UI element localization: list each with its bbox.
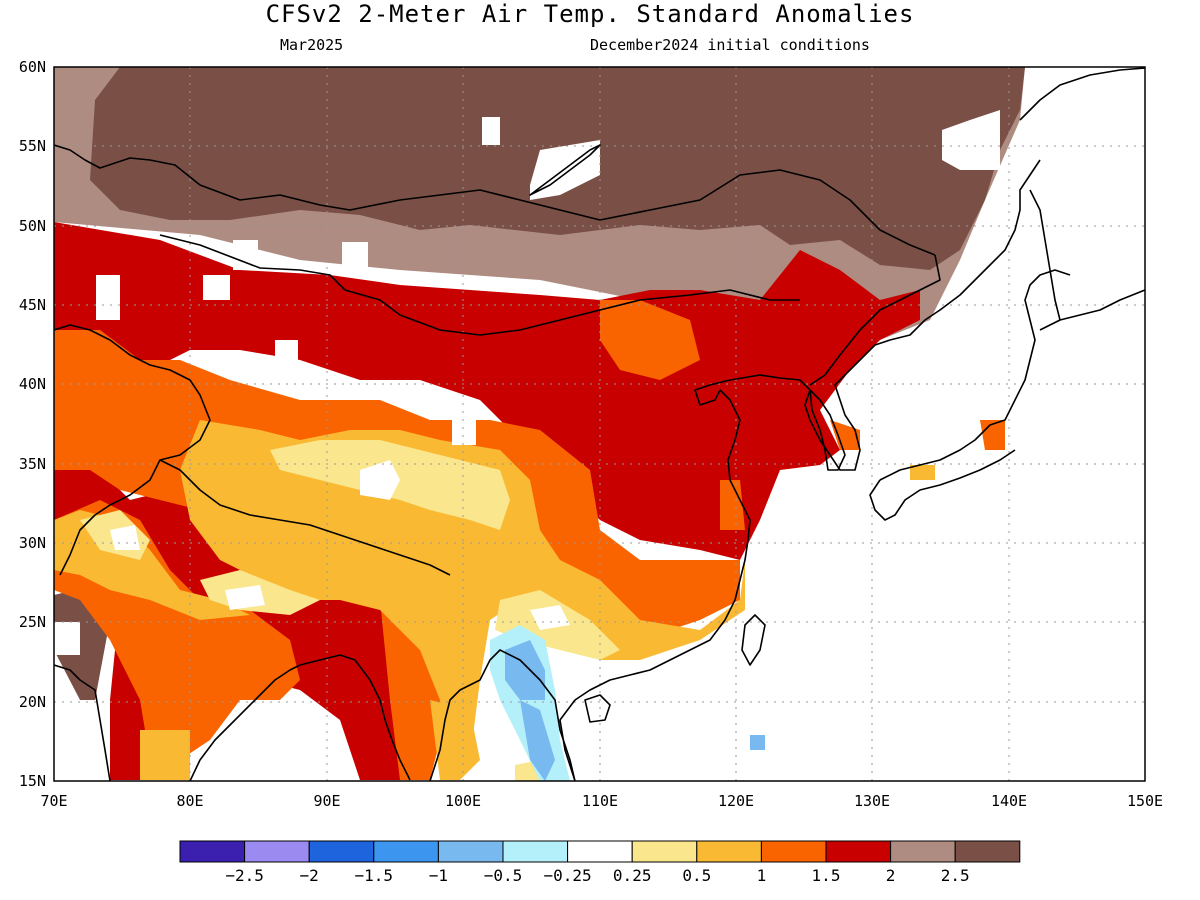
colorbar-swatch	[825, 840, 892, 863]
colorbar-swatch	[890, 840, 956, 863]
lon-label: 130E	[853, 792, 891, 810]
colorbar-label: −0.5	[483, 866, 523, 885]
colorbar-label: 0.25	[612, 866, 652, 885]
lon-label: 90E	[313, 792, 341, 810]
colorbar-label: 1	[756, 866, 767, 885]
colorbar-label: −1	[428, 866, 449, 885]
lon-label: 140E	[990, 792, 1028, 810]
colorbar-swatch	[437, 840, 504, 863]
colorbar-label: 1.5	[811, 866, 841, 885]
lat-label: 50N	[18, 217, 46, 235]
map-title: CFSv2 2-Meter Air Temp. Standard Anomali…	[265, 0, 915, 28]
lat-label: 35N	[18, 455, 46, 473]
colorbar-swatch	[179, 840, 246, 863]
lon-label: 120E	[717, 792, 755, 810]
lon-label: 80E	[176, 792, 204, 810]
initial-conditions: December2024 initial conditions	[590, 36, 870, 54]
colorbar-label: −1.5	[354, 866, 394, 885]
colorbar-swatch	[760, 840, 827, 863]
anomaly-region-05	[180, 420, 745, 780]
colorbar-swatch	[373, 840, 439, 863]
colorbar-swatch	[244, 840, 310, 863]
lat-label: 40N	[18, 375, 46, 393]
lon-label: 110E	[581, 792, 619, 810]
lat-label: 25N	[18, 613, 46, 631]
colorbar-swatch	[308, 840, 375, 863]
colorbar-label: −2	[299, 866, 319, 885]
colorbar-swatch	[696, 840, 762, 863]
colorbar-swatch	[502, 840, 569, 863]
lat-label: 55N	[18, 137, 46, 155]
colorbar-swatch	[631, 840, 698, 863]
lat-label: 45N	[18, 296, 46, 314]
colorbar-label: 0.5	[682, 866, 712, 885]
lat-label: 15N	[18, 772, 46, 790]
lon-label: 70E	[40, 792, 68, 810]
lon-label: 100E	[444, 792, 482, 810]
colorbar-label: −0.25	[543, 866, 592, 885]
lon-label: 150E	[1126, 792, 1164, 810]
lat-label: 20N	[18, 693, 46, 711]
colorbar-swatch	[567, 840, 633, 863]
colorbar-label: −2.5	[225, 866, 264, 885]
colorbar-label: 2.5	[940, 866, 970, 885]
anomaly-region-15	[54, 222, 920, 560]
colorbar-swatch	[954, 840, 1021, 863]
lat-label: 60N	[18, 58, 46, 76]
forecast-month: Mar2025	[280, 36, 344, 54]
lat-label: 30N	[18, 534, 46, 552]
colorbar	[179, 840, 1021, 863]
colorbar-label: 2	[885, 866, 896, 885]
